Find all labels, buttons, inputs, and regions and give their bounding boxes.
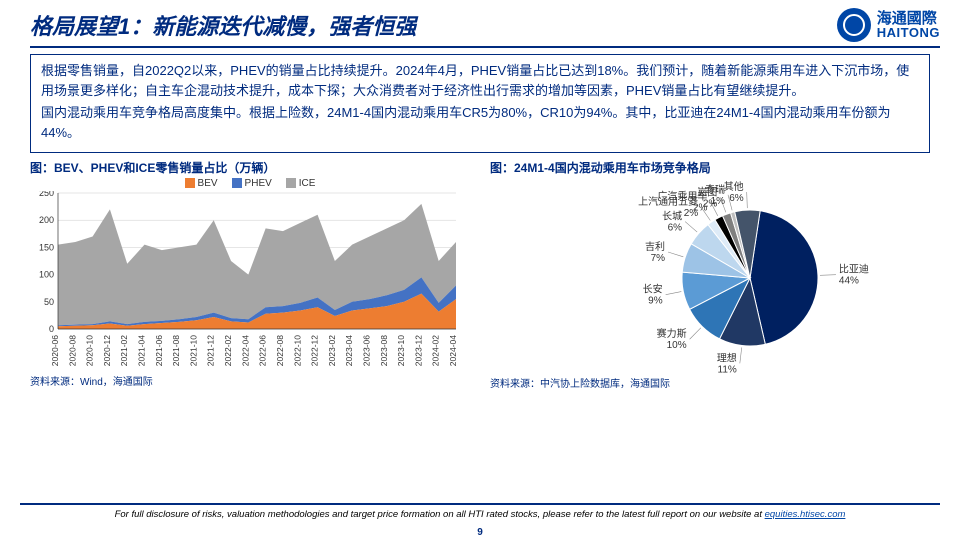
logo-text-en: HAITONG — [877, 26, 940, 39]
pie-chart: 比亚迪44%理想11%赛力斯10%长安9%吉利7%长城6%上汽通用五菱2%广汽乘… — [490, 178, 930, 373]
svg-text:2021-12: 2021-12 — [206, 334, 216, 365]
svg-text:赛力斯: 赛力斯 — [657, 327, 687, 340]
svg-text:2020-10: 2020-10 — [85, 334, 95, 365]
disclaimer-link[interactable]: equities.htisec.com — [765, 509, 846, 520]
body-paragraph-2: 国内混动乘用车竞争格局高度集中。根据上险数，24M1-4国内混动乘用车CR5为8… — [41, 103, 919, 143]
svg-text:理想: 理想 — [717, 351, 737, 364]
svg-text:150: 150 — [39, 242, 54, 252]
svg-text:2022-06: 2022-06 — [258, 334, 268, 365]
svg-text:2023-12: 2023-12 — [413, 334, 423, 365]
svg-text:比亚迪: 比亚迪 — [839, 263, 869, 275]
svg-text:长城: 长城 — [662, 210, 682, 222]
svg-text:2023-08: 2023-08 — [379, 334, 389, 365]
svg-text:2021-02: 2021-02 — [119, 334, 129, 365]
header: 格局展望1：新能源迭代减慢，强者恒强 海通國際 HAITONG — [0, 0, 960, 46]
svg-text:2022-04: 2022-04 — [240, 334, 250, 365]
chart-right-column: 图：24M1-4国内混动乘用车市场竞争格局 比亚迪44% 理想11% 赛力斯10% 长… — [490, 159, 930, 390]
body-paragraph-1: 根据零售销量，自2022Q2以来，PHEV的销量占比持续提升。2024年4月，P… — [41, 61, 919, 101]
svg-text:2020-06: 2020-06 — [50, 334, 60, 365]
svg-text:2022-12: 2022-12 — [310, 334, 320, 365]
svg-text:其他: 其他 — [724, 180, 744, 193]
svg-text:2020-08: 2020-08 — [67, 334, 77, 365]
svg-text:9%: 9% — [648, 295, 663, 306]
svg-text:10%: 10% — [667, 340, 687, 351]
svg-text:奇瑞: 奇瑞 — [705, 182, 725, 195]
svg-text:100: 100 — [39, 269, 54, 279]
svg-text:2022-02: 2022-02 — [223, 334, 233, 365]
svg-text:2021-06: 2021-06 — [154, 334, 164, 365]
logo-text-cn: 海通國際 — [877, 11, 940, 26]
chart-left-title: 图：BEV、PHEV和ICE零售销量占比（万辆） — [30, 159, 470, 176]
svg-text:长安: 长安 — [643, 282, 663, 295]
svg-text:200: 200 — [39, 215, 54, 225]
svg-text:2023-02: 2023-02 — [327, 334, 337, 365]
svg-text:50: 50 — [44, 296, 54, 306]
svg-text:2022-08: 2022-08 — [275, 334, 285, 365]
svg-text:2021-04: 2021-04 — [137, 334, 147, 365]
svg-text:2024-04: 2024-04 — [448, 334, 458, 365]
chart-right-title: 图：24M1-4国内混动乘用车市场竞争格局 — [490, 159, 930, 176]
svg-text:2021-08: 2021-08 — [171, 334, 181, 365]
chart-left-source: 资料来源：Wind，海通国际 — [30, 373, 470, 388]
svg-text:11%: 11% — [718, 364, 737, 373]
legend-phev-swatch — [232, 178, 242, 188]
svg-text:6%: 6% — [729, 193, 744, 204]
body-text-box: 根据零售销量，自2022Q2以来，PHEV的销量占比持续提升。2024年4月，P… — [30, 54, 930, 153]
svg-text:2023-04: 2023-04 — [344, 334, 354, 365]
svg-text:0: 0 — [49, 324, 54, 334]
svg-text:2023-10: 2023-10 — [396, 334, 406, 365]
svg-text:2022-10: 2022-10 — [292, 334, 302, 365]
svg-text:250: 250 — [39, 191, 54, 198]
page-title: 格局展望1：新能源迭代减慢，强者恒强 — [30, 9, 416, 41]
svg-text:2020-12: 2020-12 — [102, 334, 112, 365]
page-number: 9 — [477, 527, 483, 538]
svg-text:2021-10: 2021-10 — [188, 334, 198, 365]
haitong-logo-icon — [837, 8, 871, 42]
chart-left-column: 图：BEV、PHEV和ICE零售销量占比（万辆） BEV PHEV ICE 0 5… — [30, 159, 470, 390]
svg-text:2024-02: 2024-02 — [431, 334, 441, 365]
svg-text:44%: 44% — [839, 275, 859, 286]
svg-text:吉利: 吉利 — [645, 241, 665, 253]
chart-left-legend: BEV PHEV ICE — [30, 178, 470, 189]
legend-bev-swatch — [185, 178, 195, 188]
svg-text:2023-06: 2023-06 — [361, 334, 371, 365]
svg-text:1%: 1% — [711, 195, 726, 206]
svg-text:7%: 7% — [651, 253, 666, 264]
legend-ice-swatch — [286, 178, 296, 188]
area-chart: 0 50 100 150 200 250 2020-06 2020-08 2020-10 2020… — [30, 191, 470, 371]
chart-right-source: 资料来源：中汽协上险数据库，海通国际 — [490, 375, 930, 390]
brand-logo: 海通國際 HAITONG — [837, 8, 940, 42]
svg-text:6%: 6% — [668, 222, 683, 233]
disclaimer: For full disclosure of risks, valuation … — [20, 503, 940, 520]
header-divider — [30, 46, 940, 48]
